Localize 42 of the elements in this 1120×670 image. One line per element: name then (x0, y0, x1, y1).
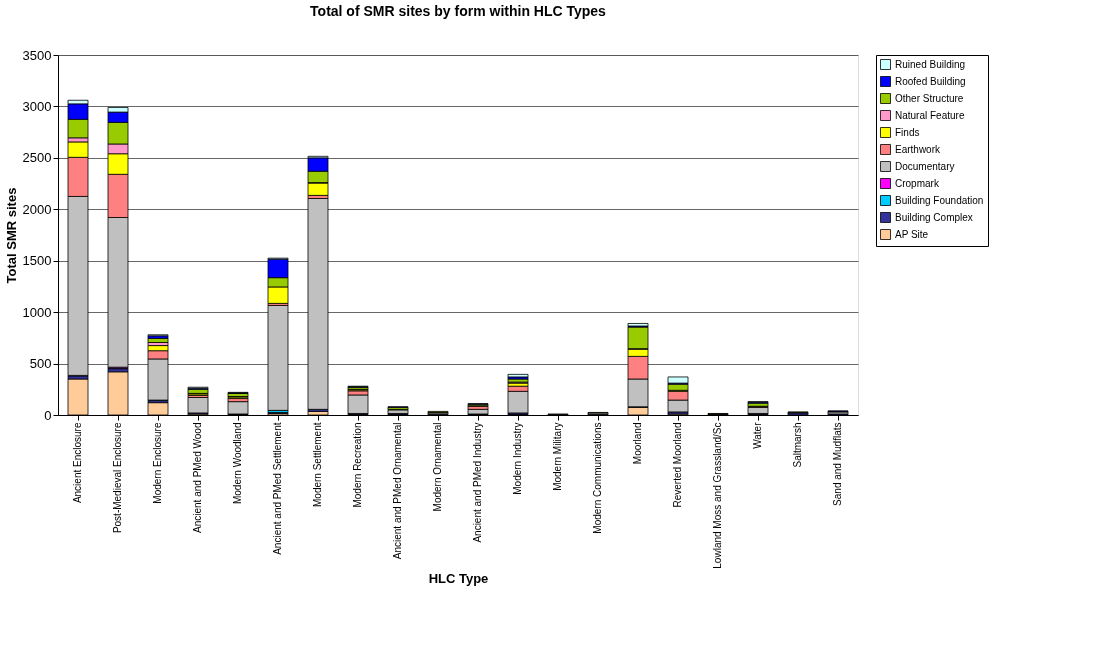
legend-label: Earthwork (895, 143, 942, 155)
x-tick-label: Modern Settlement (312, 422, 323, 507)
y-tick-label: 3500 (22, 47, 52, 63)
legend-label: Roofed Building (895, 75, 966, 87)
y-tick-label: 2000 (22, 201, 52, 217)
legend-label: Finds (895, 126, 920, 138)
legend-label: Building Complex (895, 211, 973, 223)
legend-label: AP Site (895, 228, 929, 240)
x-tick-label: Ancient and PMed Wood (192, 422, 203, 533)
x-tick-label: Modern Industry (512, 422, 523, 495)
x-tick-label: Ancient and PMed Industry (472, 422, 483, 543)
legend-label: Natural Feature (895, 109, 965, 121)
y-tick-label: 500 (29, 356, 52, 372)
x-axis-title: HLC Type (428, 570, 489, 586)
legend-label: Documentary (895, 160, 955, 172)
x-tick-label: Modern Ornamental (432, 422, 443, 512)
y-tick-label: 1500 (22, 253, 52, 269)
x-tick-label: Modern Recreation (352, 422, 363, 508)
x-tick-label: Ancient and PMed Settlement (272, 422, 283, 555)
x-tick-label: Modern Communications (592, 422, 603, 534)
legend-label: Other Structure (895, 92, 964, 104)
x-tick-label: Ancient and PMed Ornamental (392, 422, 403, 560)
legend-label: Building Foundation (895, 194, 984, 206)
x-tick-label: Ancient Enclosure (72, 422, 83, 504)
y-tick-label: 1000 (22, 304, 52, 320)
x-tick-label: Lowland Moss and Grassland/Sc (712, 422, 723, 569)
x-tick-label: Modern Woodland (232, 422, 243, 505)
x-tick-label: Moorland (632, 422, 643, 465)
x-tick-label: Saltmarsh (792, 422, 803, 468)
x-tick-label: Water (752, 421, 763, 449)
y-tick-label: 0 (44, 407, 52, 423)
x-tick-label: Modern Enclosure (152, 422, 163, 504)
legend-label: Ruined Building (895, 58, 966, 70)
x-tick-label: Modern Military (552, 422, 563, 491)
x-tick-label: Post-Medieval Enclosure (112, 422, 123, 534)
x-tick-label: Reverted Moorland (672, 422, 683, 508)
chart-title: Total of SMR sites by form within HLC Types (310, 3, 607, 19)
y-axis-title: Total SMR sites (3, 187, 19, 284)
y-tick-label: 2500 (22, 150, 52, 166)
x-tick-label: Sand and Mudflats (832, 422, 843, 506)
y-tick-label: 3000 (22, 98, 52, 114)
legend-label: Cropmark (895, 177, 940, 189)
